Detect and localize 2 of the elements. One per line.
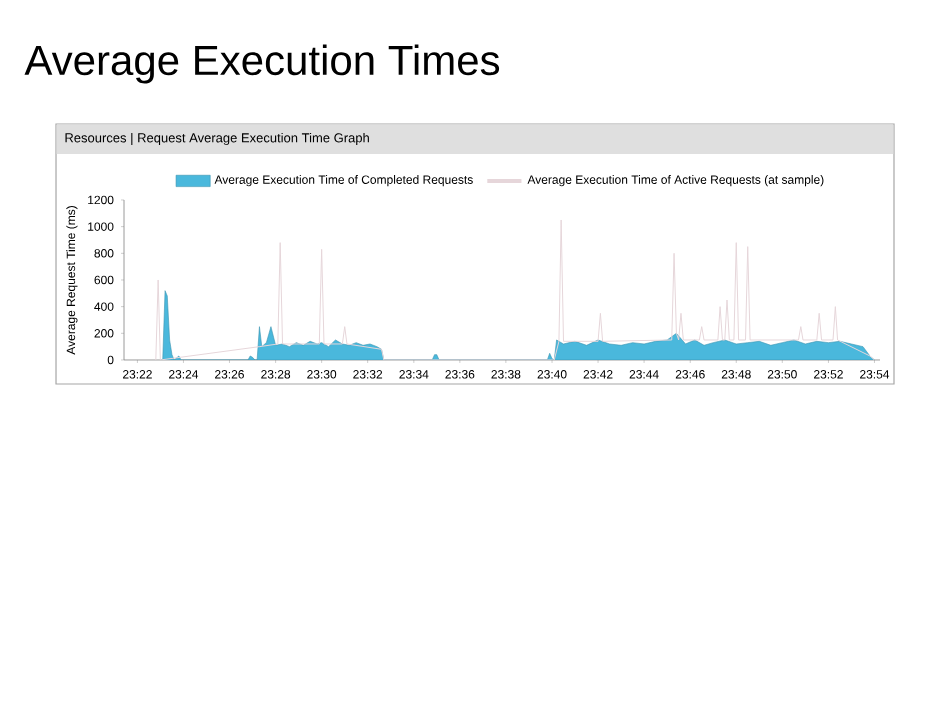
line-series <box>155 219 875 360</box>
chart-title: Average Execution Times <box>24 44 500 84</box>
